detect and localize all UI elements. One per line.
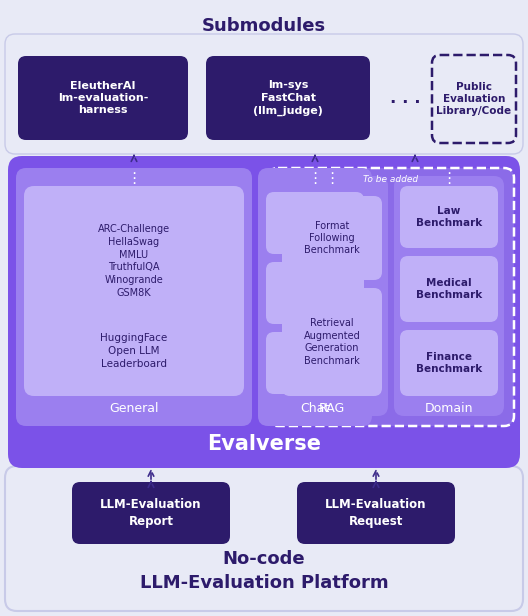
Text: RAG: RAG <box>319 402 345 416</box>
Text: EQ-Bench: EQ-Bench <box>288 218 342 228</box>
FancyBboxPatch shape <box>432 55 516 143</box>
Text: ARC-Challenge
HellaSwag
MMLU
TruthfulQA
Winogrande
GSM8K: ARC-Challenge HellaSwag MMLU TruthfulQA … <box>98 224 170 298</box>
Text: ⋮: ⋮ <box>324 171 340 185</box>
FancyBboxPatch shape <box>276 176 388 416</box>
Text: ⋮: ⋮ <box>441 171 457 185</box>
FancyBboxPatch shape <box>24 186 244 396</box>
FancyBboxPatch shape <box>266 332 364 394</box>
Text: Law
Benchmark: Law Benchmark <box>416 206 482 228</box>
Text: ⋮: ⋮ <box>307 171 323 185</box>
FancyBboxPatch shape <box>266 192 364 254</box>
Text: . . .: . . . <box>390 89 420 107</box>
Text: Finance
Benchmark: Finance Benchmark <box>416 352 482 374</box>
FancyBboxPatch shape <box>258 168 372 426</box>
Text: EleutherAI
lm-evaluation-
harness: EleutherAI lm-evaluation- harness <box>58 81 148 115</box>
Text: Medical
Benchmark: Medical Benchmark <box>416 278 482 300</box>
FancyBboxPatch shape <box>400 256 498 322</box>
Text: Evalverse: Evalverse <box>207 434 321 454</box>
Text: General: General <box>109 402 159 416</box>
FancyBboxPatch shape <box>16 168 252 426</box>
FancyBboxPatch shape <box>72 482 230 544</box>
FancyBboxPatch shape <box>268 168 514 426</box>
Text: ⋮: ⋮ <box>126 171 142 185</box>
FancyBboxPatch shape <box>8 156 520 468</box>
Text: Domain: Domain <box>425 402 473 416</box>
FancyBboxPatch shape <box>297 482 455 544</box>
FancyBboxPatch shape <box>400 186 498 248</box>
FancyBboxPatch shape <box>400 330 498 396</box>
FancyBboxPatch shape <box>5 466 523 611</box>
FancyBboxPatch shape <box>206 56 370 140</box>
Text: Format
Following
Benchmark: Format Following Benchmark <box>304 221 360 256</box>
Text: lm-sys
FastChat
(llm_judge): lm-sys FastChat (llm_judge) <box>253 81 323 116</box>
Text: MT-Bench: MT-Bench <box>288 358 342 368</box>
Text: Submodules: Submodules <box>202 17 326 35</box>
Text: LLM-Evaluation
Request: LLM-Evaluation Request <box>325 498 427 527</box>
FancyBboxPatch shape <box>282 288 382 396</box>
Text: LLM-Evaluation
Report: LLM-Evaluation Report <box>100 498 202 527</box>
FancyBboxPatch shape <box>282 196 382 280</box>
Text: Public
Evaluation
Library/Code: Public Evaluation Library/Code <box>437 81 512 116</box>
FancyBboxPatch shape <box>266 262 364 324</box>
Text: Retrieval
Augmented
Generation
Benchmark: Retrieval Augmented Generation Benchmark <box>304 318 361 366</box>
FancyBboxPatch shape <box>18 56 188 140</box>
Text: Chat: Chat <box>300 402 329 416</box>
Text: IFEval: IFEval <box>298 288 332 298</box>
Text: No-code
LLM-Evaluation Platform: No-code LLM-Evaluation Platform <box>140 550 388 592</box>
Text: To be added: To be added <box>363 176 419 185</box>
FancyBboxPatch shape <box>5 34 523 154</box>
FancyBboxPatch shape <box>394 176 504 416</box>
Text: HuggingFace
Open LLM
Leaderboard: HuggingFace Open LLM Leaderboard <box>100 333 167 369</box>
